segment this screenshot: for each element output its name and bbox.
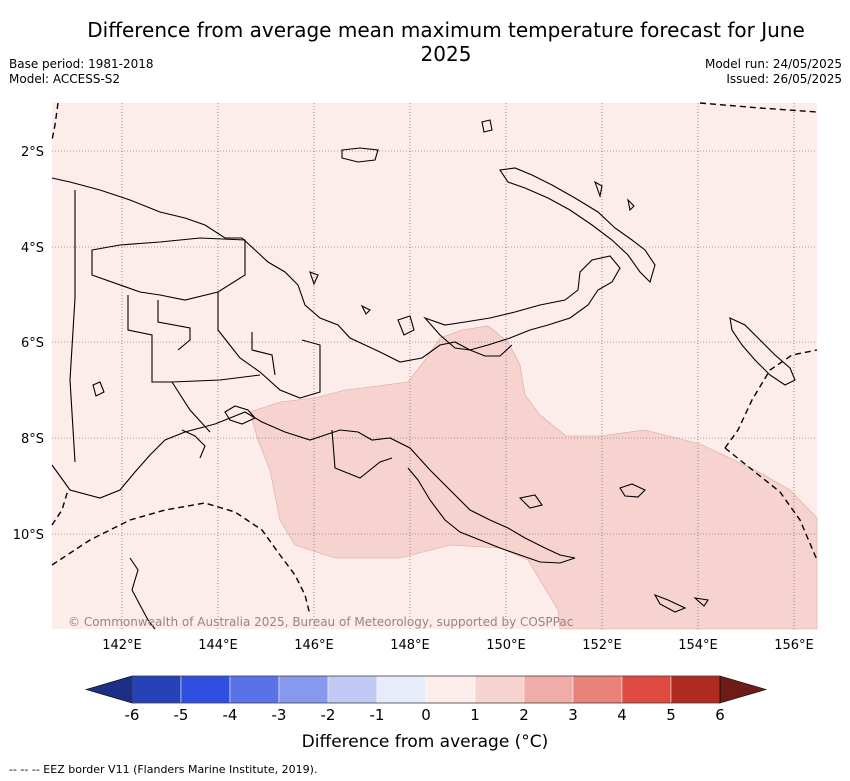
colorbar-swatch <box>425 675 476 704</box>
colorbar-extend-high <box>719 675 768 704</box>
colorbar-label: Difference from average (°C) <box>301 732 549 752</box>
lat-label: 8°S <box>21 432 44 447</box>
colorbar-tick-label: 3 <box>568 706 578 724</box>
colorbar-swatch <box>572 675 623 704</box>
lat-label: 6°S <box>21 336 44 351</box>
colorbar-tick-label: -1 <box>370 706 385 724</box>
colorbar-tick-label: 1 <box>470 706 480 724</box>
lon-label: 156°E <box>774 638 814 653</box>
colorbar-tick-label: -3 <box>272 706 287 724</box>
colorbar-swatch <box>180 675 231 704</box>
lon-label: 142°E <box>102 638 142 653</box>
model-run: Model run: 24/05/2025 <box>704 57 842 71</box>
base-period: Base period: 1981-2018 <box>9 57 154 71</box>
colorbar-swatch <box>670 675 721 704</box>
colorbar-frame <box>131 675 721 704</box>
page-title: Difference from average mean maximum tem… <box>87 18 805 66</box>
lon-label: 152°E <box>582 638 622 653</box>
lat-label: 2°S <box>21 145 44 160</box>
lon-label: 154°E <box>678 638 718 653</box>
colorbar-tick-label: 2 <box>519 706 529 724</box>
colorbar-swatch <box>523 675 574 704</box>
graticule <box>52 103 817 629</box>
colorbar-swatch <box>278 675 329 704</box>
issued-date: Issued: 26/05/2025 <box>726 72 842 86</box>
colorbar-tick-label: 5 <box>666 706 676 724</box>
colorbar-swatch <box>474 675 525 704</box>
eez-footnote: -- -- -- EEZ border V11 (Flanders Marine… <box>9 763 318 776</box>
meta-right: Model run: 24/05/2025 Issued: 26/05/2025 <box>705 57 842 87</box>
colorbar-tick-label: 4 <box>617 706 627 724</box>
colorbar-tick-label: 0 <box>421 706 431 724</box>
colorbar: -6 -5 -4 -3 -2 -1 0 1 2 3 4 5 6 <box>84 675 768 724</box>
colorbar-swatch <box>229 675 280 704</box>
longitude-labels: 142°E 144°E 146°E 148°E 150°E 152°E 154°… <box>102 638 814 653</box>
colorbar-extend-low <box>84 675 133 704</box>
colorbar-tick-label: -4 <box>223 706 238 724</box>
colorbar-swatch <box>621 675 672 704</box>
lon-label: 146°E <box>294 638 334 653</box>
colorbar-swatch <box>376 675 427 704</box>
lon-label: 148°E <box>390 638 430 653</box>
eez-borders <box>51 102 818 616</box>
lon-label: 150°E <box>486 638 526 653</box>
colorbar-tick-label: -6 <box>125 706 140 724</box>
meta-left: Base period: 1981-2018 Model: ACCESS-S2 <box>9 57 154 87</box>
lat-label: 10°S <box>13 528 44 543</box>
coastlines <box>51 119 796 630</box>
model-name: Model: ACCESS-S2 <box>9 72 121 86</box>
copyright-notice: © Commonwealth of Australia 2025, Bureau… <box>68 615 573 629</box>
colorbar-tick-label: -2 <box>321 706 336 724</box>
colorbar-swatch <box>131 675 182 704</box>
colorbar-swatch <box>327 675 378 704</box>
latitude-labels: 2°S 4°S 6°S 8°S 10°S <box>13 145 44 543</box>
colorbar-tick-label: 6 <box>715 706 725 724</box>
lat-label: 4°S <box>21 241 44 256</box>
anomaly-region-1-2 <box>249 325 818 630</box>
colorbar-tick-label: -5 <box>174 706 189 724</box>
lon-label: 144°E <box>198 638 238 653</box>
